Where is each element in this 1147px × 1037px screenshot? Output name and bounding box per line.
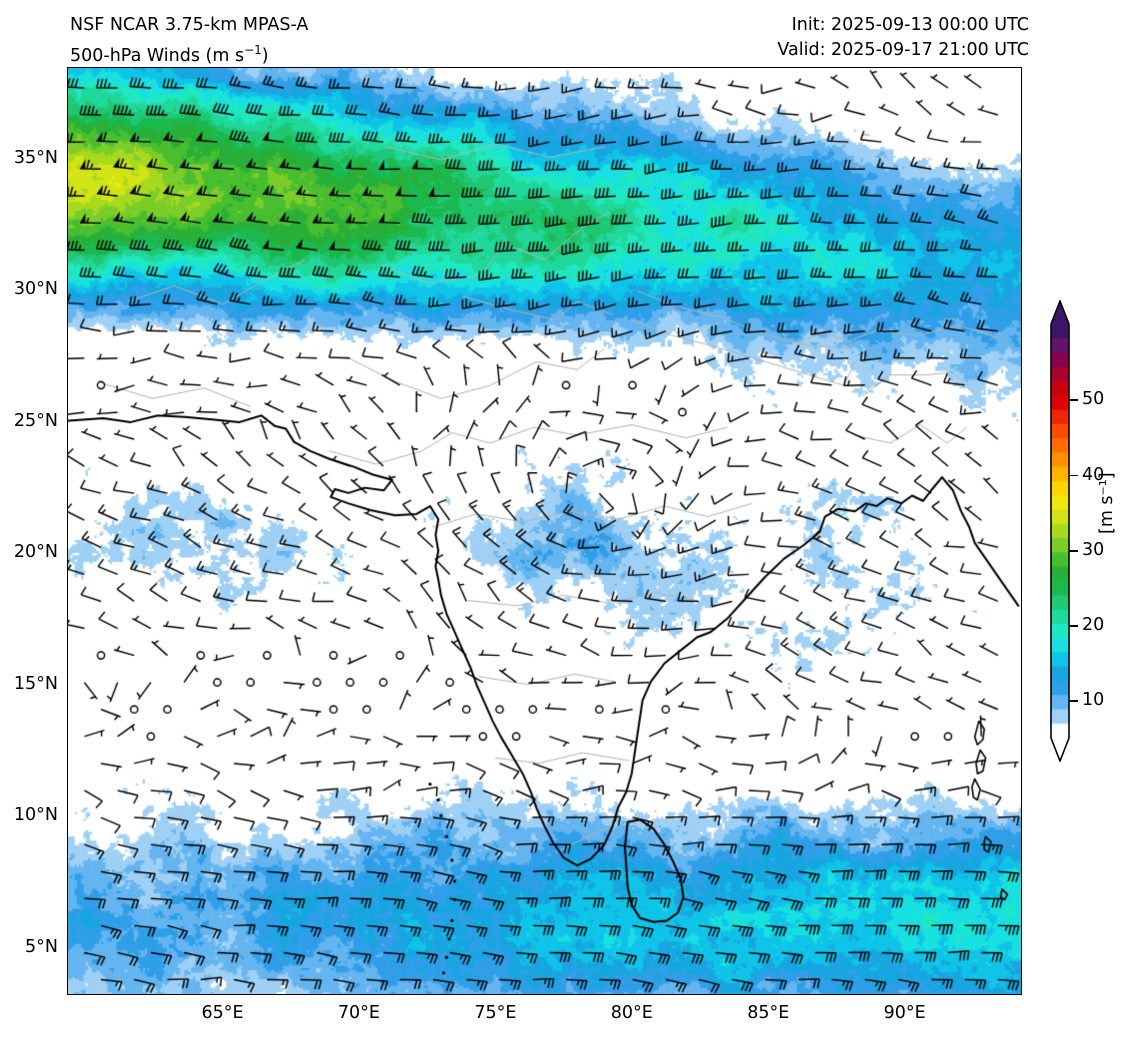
y-tick-label: 10°N <box>13 805 58 826</box>
colorbar-extend-bottom <box>1051 738 1069 762</box>
units-exponent: −1 <box>244 43 262 57</box>
y-tick-label: 30°N <box>13 279 58 300</box>
x-tick-label: 70°E <box>337 1003 380 1023</box>
colorbar-tick-label: 10 <box>1082 690 1105 711</box>
x-tick-label: 90°E <box>883 1003 926 1023</box>
x-tick-label: 75°E <box>474 1003 517 1023</box>
x-tick-label: 65°E <box>201 1003 244 1023</box>
colorbar-tick-label: 40 <box>1082 464 1105 485</box>
colorbar-tick <box>1069 474 1078 477</box>
colorbar <box>1048 300 1072 762</box>
colorbar-tick-label: 30 <box>1082 539 1105 560</box>
colorbar-tick-label: 20 <box>1082 615 1105 636</box>
colorbar-extend-top <box>1051 300 1069 324</box>
valid-time-block: Init: 2025-09-13 00:00 UTC Valid: 2025-09… <box>777 13 1029 63</box>
valid-time: Valid: 2025-09-17 21:00 UTC <box>777 40 1029 60</box>
y-tick-label: 20°N <box>13 542 58 563</box>
colorbar-tick <box>1069 700 1078 703</box>
model-name: NSF NCAR 3.75-km MPAS-A <box>70 15 309 35</box>
colorbar-tick <box>1069 625 1078 627</box>
map-plot-area <box>67 67 1022 995</box>
model-title-block: NSF NCAR 3.75-km MPAS-A 500-hPa Winds (m … <box>70 13 308 69</box>
field-name: 500-hPa Winds (m s−1) <box>70 43 269 66</box>
init-time: Init: 2025-09-13 00:00 UTC <box>791 15 1029 35</box>
colorbar-tick <box>1069 549 1078 552</box>
x-tick-label: 80°E <box>610 1003 653 1023</box>
wind-speed-map-canvas <box>68 68 1021 994</box>
colorbar-gradient <box>1051 324 1069 738</box>
y-tick-label: 35°N <box>13 148 58 168</box>
y-tick-label: 5°N <box>25 936 58 957</box>
x-tick-label: 85°E <box>747 1003 790 1023</box>
colorbar-tick-label: 50 <box>1082 389 1105 410</box>
colorbar-tick <box>1069 399 1078 401</box>
y-tick-label: 15°N <box>13 673 58 694</box>
y-tick-label: 25°N <box>13 410 58 431</box>
colorbar-title: [m s⁻¹] <box>1097 472 1117 534</box>
